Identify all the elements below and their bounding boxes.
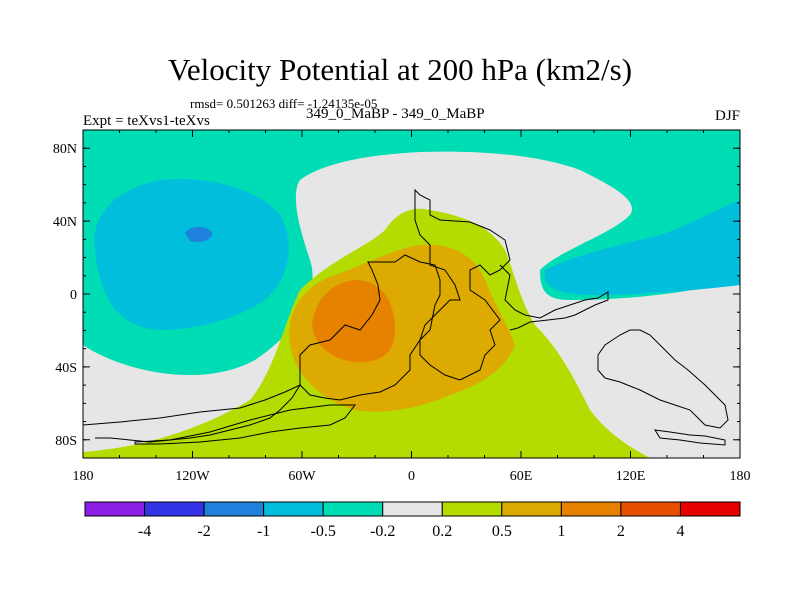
contour-fills	[83, 130, 740, 458]
y-axis: 80N 40N 0 40S 80S	[53, 129, 740, 459]
x-axis: 180 120W 60W 0 60E 120E 180	[73, 130, 751, 484]
colorbar-swatch	[322, 501, 384, 517]
colorbar-label: 1	[557, 523, 565, 540]
colorbar-swatch	[203, 501, 265, 517]
fill-pos3	[312, 280, 395, 363]
x-tick-label: 180	[730, 469, 751, 484]
colorbar-swatch	[620, 501, 681, 517]
x-tick-label: 120E	[616, 469, 646, 484]
coastlines	[83, 188, 729, 446]
colorbar-swatch	[382, 501, 443, 517]
fill-neg1-east	[544, 200, 740, 295]
coast-antarctica-east	[654, 429, 726, 446]
x-tick-label: 120W	[175, 469, 210, 484]
comparison-label: 349_0_MaBP - 349_0_MaBP	[306, 106, 485, 122]
coast-antarctica-lower	[134, 404, 357, 445]
colorbar-label: -4	[138, 523, 151, 540]
colorbar-label: -0.5	[311, 523, 336, 540]
coast-australia	[597, 329, 729, 429]
colorbar-swatch	[560, 501, 622, 517]
y-tick-label: 40S	[55, 361, 77, 376]
fill-neg2-west	[185, 226, 213, 242]
colorbar-label: -0.2	[370, 523, 395, 540]
colorbar-label: 0.2	[432, 523, 452, 540]
map-title: Velocity Potential at 200 hPa (km2/s)	[167, 52, 633, 87]
stats-text: rmsd= 0.501263 diff= -1.24135e-05	[190, 96, 378, 111]
x-tick-label: 180	[73, 469, 94, 484]
colorbar-swatch	[84, 501, 146, 517]
colorbar-swatch	[679, 501, 741, 517]
x-tick-label: 0	[408, 469, 415, 484]
coast-africa	[414, 188, 511, 381]
y-tick-label: 40N	[53, 215, 77, 230]
fill-neg1-west	[94, 179, 289, 330]
colorbar-label: 0.5	[492, 523, 512, 540]
x-tick-label: 60W	[288, 469, 316, 484]
coast-south-america	[299, 254, 441, 401]
y-tick-label: 0	[70, 288, 77, 303]
colorbar-label: -2	[197, 523, 210, 540]
x-tick-label: 60E	[510, 469, 533, 484]
colorbar-label: 4	[676, 523, 684, 540]
colorbar-label: -1	[257, 523, 270, 540]
colorbar-swatch	[501, 501, 562, 517]
colorbar-label: 2	[617, 523, 625, 540]
season-label: DJF	[714, 108, 740, 124]
colorbar-swatch	[441, 501, 503, 517]
coast-asia	[499, 264, 609, 331]
y-tick-label: 80S	[55, 434, 77, 449]
colorbar-swatch	[263, 501, 324, 517]
experiment-label: Expt = teXvs1-teXvs	[83, 113, 210, 129]
colorbar-swatch	[144, 501, 205, 517]
y-tick-label: 80N	[53, 142, 77, 157]
